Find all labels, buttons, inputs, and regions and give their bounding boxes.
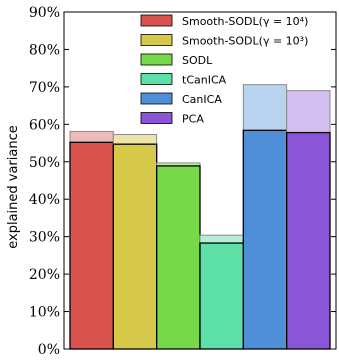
y-axis-label: explained variance <box>6 125 21 249</box>
legend-swatch-5 <box>140 112 173 124</box>
bar-3 <box>199 242 244 350</box>
y-tick-label: 30% <box>29 230 60 246</box>
legend-label-5: PCA <box>182 113 204 126</box>
legend-swatch-2 <box>140 53 173 66</box>
legend-label-4: CanICA <box>182 93 222 106</box>
y-tick-label: 90% <box>29 5 60 21</box>
bar-2 <box>156 165 201 350</box>
legend-swatch-0 <box>140 14 173 27</box>
y-axis-ticks: 0% 10% 20% 30% 40% 50% 60% 70% 80% 90% <box>29 5 336 358</box>
plot-frame <box>63 11 337 350</box>
y-tick-label: 40% <box>29 192 60 208</box>
legend-label-1: Smooth-SODL(γ = 10³) <box>182 35 308 48</box>
legend-swatch-4 <box>140 92 173 105</box>
bar-0 <box>69 141 114 350</box>
legend-swatch-3 <box>140 73 173 85</box>
bar-1 <box>112 143 158 350</box>
y-tick-label: 60% <box>29 117 60 133</box>
legend-swatch-1 <box>140 34 173 46</box>
legend-label-0: Smooth-SODL(γ = 10⁴) <box>182 15 308 28</box>
y-tick-label: 50% <box>29 155 60 171</box>
bar-5 <box>286 131 331 350</box>
legend-label-3: tCanICA <box>182 74 227 87</box>
y-tick-label: 10% <box>29 305 60 321</box>
bar-4 <box>242 129 288 350</box>
legend: Smooth-SODL(γ = 10⁴) Smooth-SODL(γ = 10³)… <box>140 14 308 126</box>
legend-label-2: SODL <box>182 54 213 67</box>
y-tick-label: 20% <box>29 267 60 283</box>
y-tick-label: 70% <box>29 80 60 96</box>
y-tick-label: 0% <box>38 342 60 358</box>
y-tick-label: 80% <box>29 42 60 58</box>
bars <box>69 84 331 350</box>
